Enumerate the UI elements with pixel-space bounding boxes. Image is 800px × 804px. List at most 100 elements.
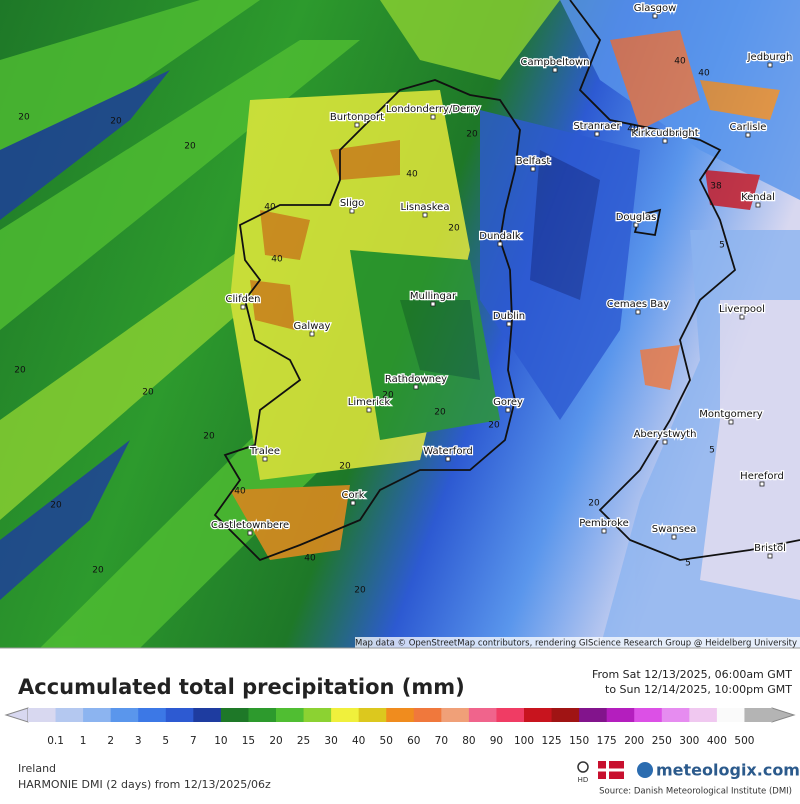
legend-swatch — [331, 708, 360, 722]
legend-swatch — [551, 708, 580, 722]
legend-label: 10 — [214, 735, 227, 747]
legend-label: 30 — [324, 735, 337, 747]
contour-label: 20 — [434, 408, 446, 418]
place-label: Kirkcudbright — [631, 128, 698, 139]
legend-swatch — [634, 708, 663, 722]
legend-label: 60 — [407, 735, 420, 747]
place-label: Bristol — [754, 543, 786, 554]
place-dot — [767, 553, 773, 559]
place-label: Hereford — [740, 471, 784, 482]
place-label: Galway — [294, 321, 331, 332]
legend-label: 90 — [490, 735, 503, 747]
model: HARMONIE DMI (2 days) from 12/13/2025/06… — [18, 778, 271, 791]
hd-label[interactable]: HD — [578, 776, 589, 784]
legend-label: 500 — [734, 735, 754, 747]
legend-label: 50 — [380, 735, 393, 747]
brand-logo — [637, 762, 653, 778]
place-dot — [240, 304, 246, 310]
contour-label: 20 — [588, 499, 600, 509]
place-dot — [349, 208, 355, 214]
legend-swatch — [358, 708, 387, 722]
contour-label: 20 — [354, 586, 366, 596]
contour-label: 38 — [710, 182, 722, 192]
legend-label: 40 — [352, 735, 365, 747]
legend-label: 25 — [297, 735, 310, 747]
legend-label: 200 — [624, 735, 644, 747]
legend-swatch — [248, 708, 277, 722]
legend-swatch — [303, 708, 332, 722]
legend: 0.1 1 2 3 5 7 10 15 20 25 30 40 50 60 70 80 90 100 125 150 1… — [4, 707, 796, 747]
contour-labels: 20 20 20 20 20 20 20 20 20 20 20 20 20 20 20 20 40 40 40 40… — [14, 57, 725, 596]
contour-label: 20 — [203, 432, 215, 442]
legend-swatch — [716, 708, 745, 722]
place-label: Jedburgh — [747, 52, 793, 63]
legend-label: 100 — [514, 735, 534, 747]
time-from: From Sat 12/13/2025, 06:00am GMT — [592, 668, 792, 681]
contour-label: 40 — [698, 69, 710, 79]
legend-arrow-right — [771, 707, 796, 723]
place-label: Pembroke — [579, 518, 629, 529]
place-dot — [506, 321, 512, 327]
contour-label: 40 — [406, 170, 418, 180]
legend-label: 400 — [707, 735, 727, 747]
contour-label: 5 — [685, 559, 691, 569]
legend-swatch — [110, 708, 139, 722]
contour-label: 5 — [709, 446, 715, 456]
contour-label: 40 — [271, 255, 283, 265]
search-icon[interactable] — [577, 761, 589, 773]
legend-swatch — [276, 708, 305, 722]
place-label: Gorey — [493, 397, 523, 408]
legend-label: 250 — [652, 735, 672, 747]
legend-swatch — [689, 708, 718, 722]
attribution-bg — [355, 637, 800, 648]
legend-swatch — [55, 708, 84, 722]
place-dot — [759, 481, 765, 487]
legend-label: 125 — [542, 735, 562, 747]
place-dot — [366, 407, 372, 413]
contour-label: 20 — [14, 366, 26, 376]
legend-label: 20 — [269, 735, 282, 747]
legend-swatch — [220, 708, 249, 722]
place-label: Stranraer — [573, 121, 621, 132]
contour-label: 20 — [92, 566, 104, 576]
place-label: Castletownbere — [211, 520, 289, 531]
legend-arrow-left — [4, 707, 29, 723]
place-labels: Glasgow Jedburgh Campbeltown Londonderry/De… — [210, 2, 794, 559]
place-label: Cemaes Bay — [607, 299, 670, 310]
place-label: Liverpool — [719, 304, 765, 315]
legend-label: 175 — [597, 735, 617, 747]
place-dot — [739, 314, 745, 320]
title: Accumulated total precipitation (mm) — [18, 675, 465, 699]
place-dot — [635, 309, 641, 315]
contour-label: 20 — [184, 142, 196, 152]
place-dot — [594, 131, 600, 137]
place-dot — [652, 13, 658, 19]
place-dot — [445, 456, 451, 462]
legend-label: 70 — [435, 735, 448, 747]
place-label: Dublin — [493, 311, 525, 322]
legend-swatch — [744, 708, 773, 722]
place-label: Glasgow — [634, 3, 677, 14]
legend-swatch — [441, 708, 470, 722]
contour-label: 20 — [466, 130, 478, 140]
place-label: Tralee — [249, 446, 280, 457]
place-dot — [413, 384, 419, 390]
contour-label: 20 — [448, 224, 460, 234]
place-dot — [728, 419, 734, 425]
brand[interactable]: meteologix.com — [656, 761, 800, 780]
map: Glasgow Jedburgh Campbeltown Londonderry/De… — [0, 0, 800, 649]
place-dot — [350, 500, 356, 506]
place-dot — [262, 456, 268, 462]
place-label: Montgomery — [699, 409, 762, 420]
place-label: Aberystwyth — [634, 429, 697, 440]
legend-swatch — [468, 708, 497, 722]
place-label: Londonderry/Derry — [386, 104, 480, 115]
place-label: Carlisle — [730, 122, 767, 133]
contour-label: 20 — [50, 501, 62, 511]
legend-swatch — [83, 708, 112, 722]
contour-label: 20 — [110, 117, 122, 127]
legend-swatch — [165, 708, 194, 722]
legend-swatch — [496, 708, 525, 722]
legend-swatch — [524, 708, 553, 722]
